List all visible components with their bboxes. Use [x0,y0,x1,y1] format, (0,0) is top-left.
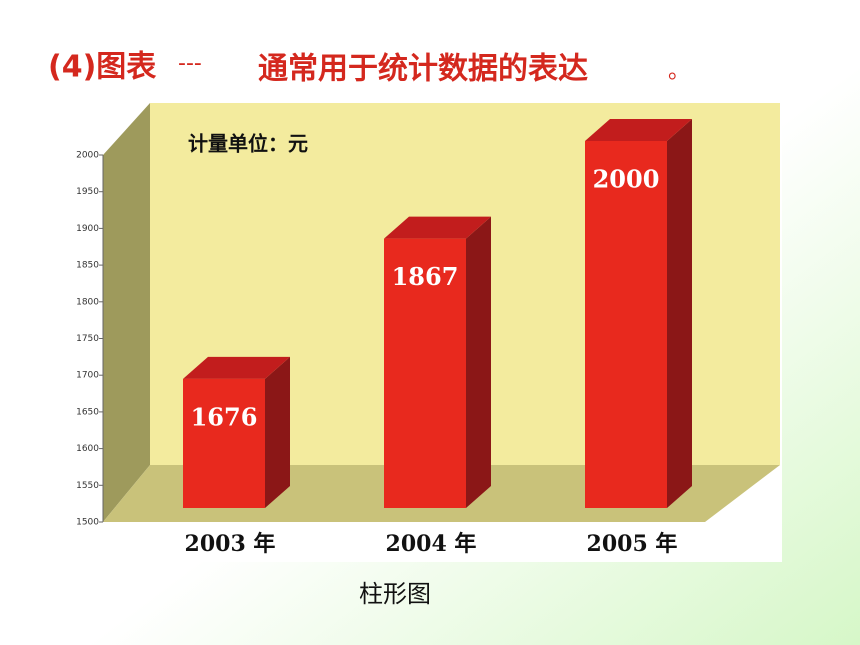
y-tick-label: 1700 [76,371,99,381]
heading: (4)图表 [48,50,156,85]
bar-top [384,216,491,239]
bar-top [183,356,290,379]
bar [384,238,466,508]
bar [585,141,667,508]
dashes: --- [178,51,202,76]
value-label: 1867 [392,262,459,291]
y-tick-label: 1650 [76,407,99,417]
subheading: 通常用于统计数据的表达 [258,52,588,87]
period: 。 [668,59,690,84]
value-label: 2000 [593,165,660,194]
y-tick-label: 2000 [76,151,99,161]
x-tick-label: 2004 年 [386,531,477,557]
y-tick-label: 1750 [76,334,99,344]
bar-side [466,216,491,508]
x-tick-label: 2005 年 [587,531,678,557]
annotation: 计量单位：元 [188,132,308,156]
y-tick-label: 1900 [76,224,99,234]
y-tick-label: 1500 [76,518,99,528]
y-tick-label: 1600 [76,444,99,454]
y-tick-label: 1800 [76,297,99,307]
x-tick-label: 2003 年 [185,531,276,557]
bar-top [585,119,692,141]
side-wall [103,103,150,522]
value-label: 1676 [191,402,258,431]
bar-side [265,356,290,508]
y-tick-label: 1850 [76,261,99,271]
y-tick-label: 1550 [76,481,99,491]
bar-side [667,119,692,508]
y-tick-label: 1950 [76,187,99,197]
bar [183,378,265,508]
caption: 柱形图 [359,580,431,608]
